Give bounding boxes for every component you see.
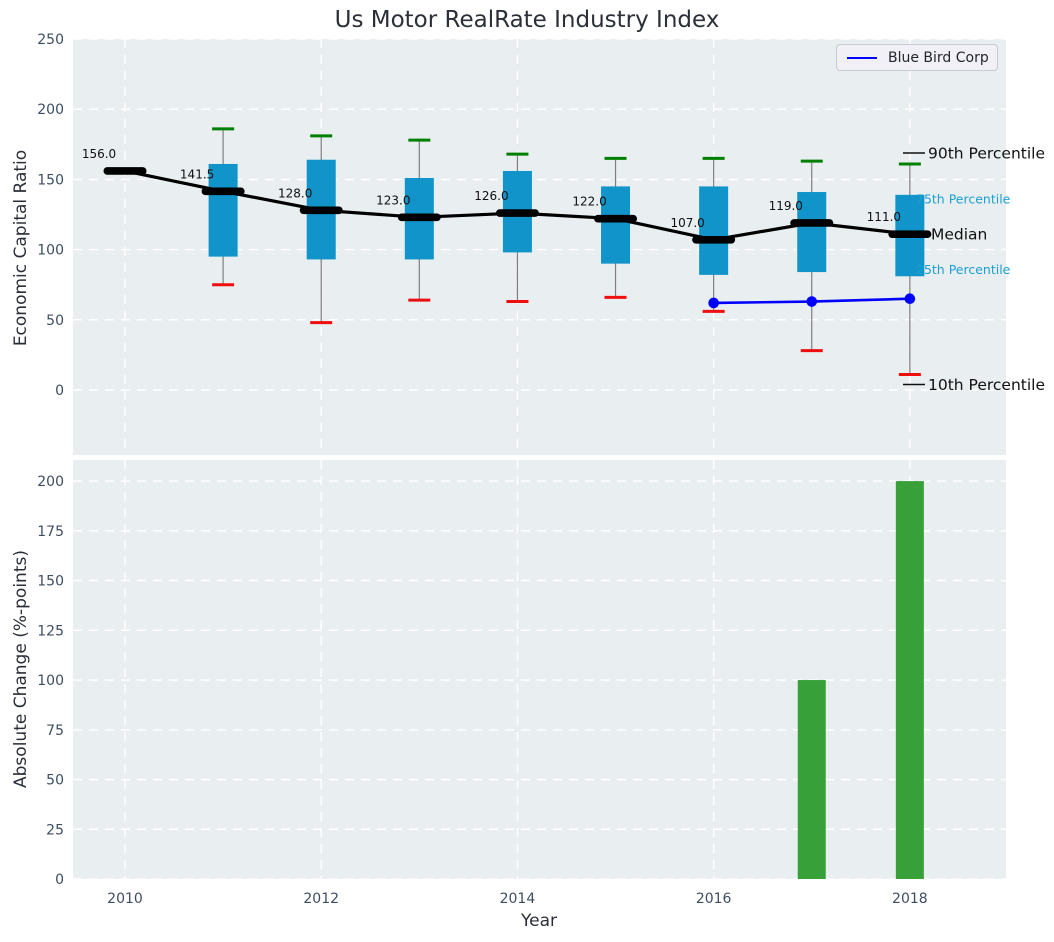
- chart-title: Us Motor RealRate Industry Index: [334, 7, 720, 33]
- annotation-90th-percentile: 90th Percentile: [928, 144, 1045, 162]
- annotation-median: Median: [931, 226, 987, 244]
- median-value-label-2010: 156.0: [82, 147, 116, 161]
- median-value-label-2012: 128.0: [278, 186, 312, 200]
- median-marker-2012: [299, 206, 343, 215]
- bottom-axes-background: [73, 460, 1006, 879]
- change-bar-2017: [797, 680, 826, 879]
- x-tick-2012: 2012: [303, 891, 339, 907]
- annotation-25th-percentile: 25th Percentile: [916, 262, 1011, 277]
- legend: Blue Bird Corp: [836, 44, 998, 71]
- legend-entry-label: Blue Bird Corp: [888, 49, 989, 66]
- median-marker-2018: [888, 230, 932, 238]
- top-y-tick-0: 0: [55, 383, 64, 399]
- bottom-y-tick-25: 25: [46, 822, 64, 838]
- bottom-y-tick-200: 200: [37, 474, 64, 490]
- median-value-label-2011: 141.5: [180, 167, 214, 181]
- bottom-y-tick-50: 50: [46, 773, 64, 789]
- top-y-tick-50: 50: [46, 313, 64, 329]
- blue-bird-marker-2017: [806, 296, 818, 307]
- median-value-label-2018: 111.0: [867, 210, 901, 224]
- bottom-y-tick-175: 175: [37, 524, 64, 540]
- legend-line-sample-icon: [847, 56, 877, 59]
- bottom-y-tick-75: 75: [46, 723, 64, 739]
- bottom-y-axis-label: Absolute Change (%-points): [11, 550, 31, 788]
- iqr-box-2015: [601, 186, 631, 264]
- median-value-label-2014: 126.0: [474, 189, 508, 203]
- x-tick-2014: 2014: [500, 891, 536, 907]
- median-value-label-2016: 107.0: [670, 216, 704, 230]
- median-marker-2016: [692, 235, 736, 244]
- median-value-label-2015: 122.0: [572, 195, 606, 209]
- annotation-75th-percentile: 75th Percentile: [916, 191, 1011, 206]
- top-y-axis-label: Economic Capital Ratio: [11, 149, 31, 347]
- change-bar-2018: [895, 481, 924, 879]
- median-marker-2013: [397, 213, 441, 222]
- annotation-10th-percentile: 10th Percentile: [928, 376, 1045, 394]
- x-tick-2010: 2010: [107, 891, 143, 907]
- top-y-tick-250: 250: [37, 32, 64, 48]
- iqr-box-2011: [208, 163, 238, 257]
- median-marker-2010: [103, 167, 147, 175]
- iqr-box-2017: [797, 192, 827, 273]
- bottom-y-tick-150: 150: [37, 574, 64, 590]
- median-marker-2015: [594, 214, 638, 223]
- bottom-y-tick-125: 125: [37, 623, 64, 639]
- median-marker-2017: [790, 219, 834, 227]
- top-y-tick-100: 100: [37, 243, 64, 259]
- x-axis-label: Year: [521, 911, 557, 931]
- bottom-y-tick-0: 0: [55, 872, 64, 888]
- x-tick-2016: 2016: [696, 891, 732, 907]
- bottom-y-tick-100: 100: [37, 673, 64, 689]
- median-marker-2014: [495, 209, 539, 217]
- median-value-label-2017: 119.0: [769, 199, 803, 213]
- median-value-label-2013: 123.0: [376, 193, 410, 207]
- blue-bird-marker-2016: [708, 297, 719, 309]
- top-y-tick-150: 150: [37, 172, 64, 188]
- blue-bird-marker-2018: [904, 293, 916, 305]
- median-marker-2011: [201, 187, 245, 196]
- top-y-tick-200: 200: [37, 102, 64, 118]
- x-tick-2018: 2018: [892, 891, 928, 907]
- iqr-box-2016: [699, 186, 729, 275]
